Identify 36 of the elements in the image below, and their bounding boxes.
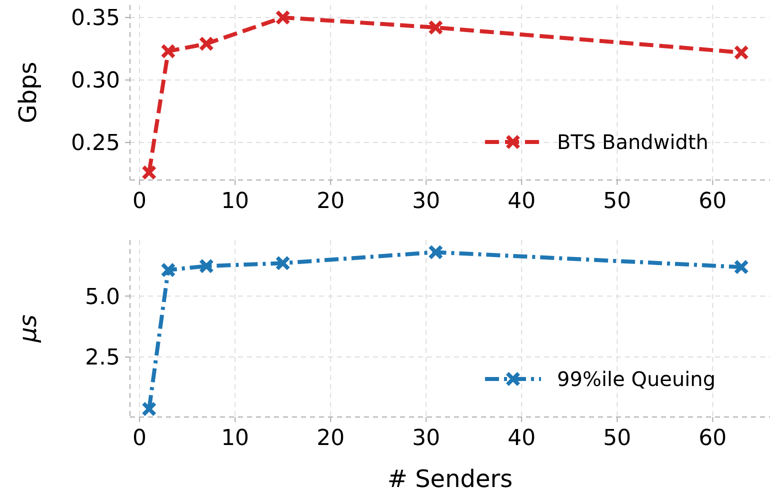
y-axis-title: μs (14, 314, 42, 344)
x-tick-label: 40 (508, 189, 536, 214)
point (734, 260, 748, 274)
point (142, 402, 156, 416)
point (428, 20, 443, 34)
point (276, 10, 290, 24)
point (734, 46, 748, 60)
y-tick-label: 0.30 (71, 68, 120, 94)
legend-label: 99%ile Queuing (557, 367, 716, 391)
point (428, 245, 443, 260)
point (142, 166, 156, 180)
y-tick-label: 0.35 (71, 6, 120, 32)
x-tick-label: 60 (698, 189, 727, 214)
point (199, 36, 214, 51)
x-tick-label: 40 (508, 426, 536, 451)
x-tick-label: 50 (603, 426, 632, 451)
x-tick-label: 60 (698, 426, 727, 451)
point (276, 256, 290, 270)
x-tick-label: 10 (221, 189, 250, 214)
legend-label: BTS Bandwidth (557, 130, 708, 154)
y-tick-label: 5.0 (85, 284, 120, 310)
x-tick-label: 10 (221, 426, 250, 451)
x-tick-label: 0 (132, 189, 147, 214)
y-tick-label: 2.5 (85, 346, 120, 371)
x-tick-label: 30 (412, 426, 440, 451)
point (161, 44, 176, 58)
x-tick-label: 50 (603, 189, 632, 214)
x-tick-label: 30 (412, 189, 440, 214)
y-axis-title: Gbps (14, 62, 42, 124)
x-tick-label: 0 (132, 426, 147, 451)
point (161, 262, 176, 277)
x-tick-label: 20 (316, 426, 345, 451)
x-tick-label: 20 (316, 189, 345, 214)
x-axis-title: # Senders (387, 465, 513, 493)
point (199, 259, 214, 274)
y-tick-label: 0.25 (71, 131, 120, 156)
